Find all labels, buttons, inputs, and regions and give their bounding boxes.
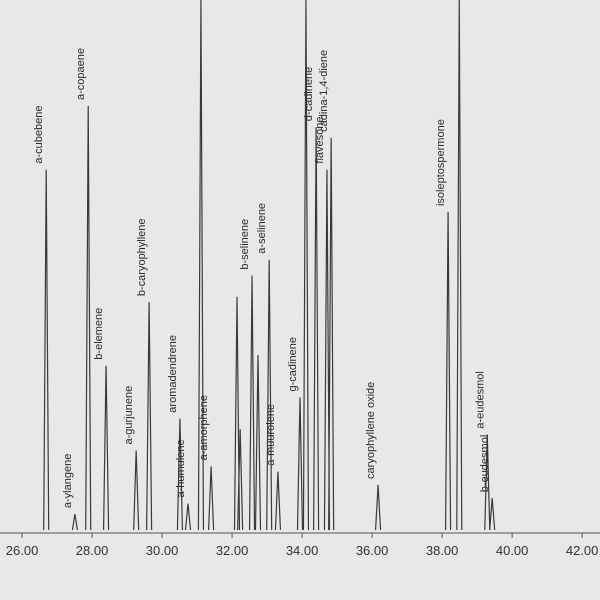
peak [456,0,463,531]
peak-label: b-elemene [93,308,105,360]
peak [323,169,331,531]
peak-label: a-selinene [256,203,268,254]
peak-label: aromadendrene [167,335,179,413]
peak [302,0,310,531]
peak-label: b-selinene [239,219,251,270]
x-tick-label: 40.00 [496,543,529,558]
peak-label: a-copaene [75,48,87,100]
peak-label: a-cubebene [33,105,45,163]
peak-label: flavesone [314,117,326,164]
peak-label: a-gurjunene [123,386,135,445]
peak [85,105,92,531]
peak [146,302,153,531]
peak-label: caryophyllene oxide [365,382,377,479]
peak-label: a-humulene [175,439,187,497]
peak-label: cadina-1,4-diene [318,50,330,132]
peak [313,127,320,531]
peak-label: a-muurolene [265,404,277,466]
peak [444,211,452,531]
x-tick-label: 42.00 [566,543,599,558]
x-tick-label: 26.00 [6,543,39,558]
peak [43,169,50,531]
peak-label: d-cadinene [303,67,315,121]
x-tick-label: 38.00 [426,543,459,558]
peak [207,466,215,531]
x-tick-label: 32.00 [216,543,249,558]
peak [266,259,273,531]
peak [133,450,140,531]
peak [296,397,304,531]
peak [102,365,110,531]
peak-label: b-caryophyllene [136,218,148,296]
peak [233,296,241,531]
peak [328,137,335,531]
peak [176,418,184,531]
peak [184,503,192,531]
peak [197,0,205,531]
x-tick-label: 30.00 [146,543,179,558]
peak-label: a-ylangene [62,454,74,508]
peak [489,498,496,531]
peak [484,434,491,531]
peak-label: isoleptospermone [435,119,447,206]
peak-label: g-cadinene [287,337,299,391]
peak [374,484,382,531]
x-tick-label: 28.00 [76,543,109,558]
x-tick-label: 36.00 [356,543,389,558]
peak-label: a-eudesmol [474,371,486,428]
peak [274,471,282,531]
peak [237,429,244,531]
peak-label: b-eudesmol [479,435,491,492]
peak [254,355,262,531]
peak-label: a-amorphene [198,395,210,460]
peak [71,514,79,531]
peak [248,275,256,531]
x-tick-label: 34.00 [286,543,319,558]
